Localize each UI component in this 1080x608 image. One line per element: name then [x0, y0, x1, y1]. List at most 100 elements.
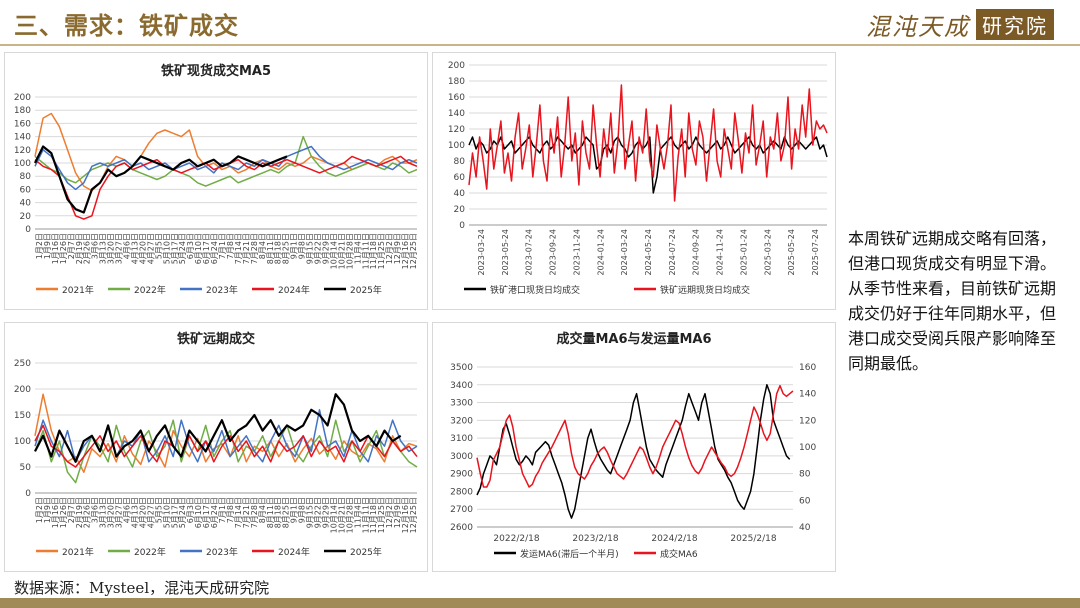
x-tick-label: 2月19日 — [75, 497, 84, 528]
y-tick-label: 40 — [20, 199, 32, 209]
x-tick-label: 7月8日 — [226, 233, 235, 259]
x-tick-label: 2025-05-24 — [787, 229, 796, 276]
x-tick-label: 1月16日 — [51, 497, 60, 528]
x-tick-label: 9月8日 — [298, 233, 307, 259]
y2-tick-label: 160 — [799, 363, 816, 373]
series-line-1 — [34, 419, 418, 484]
x-tick-label: 5月24日 — [178, 233, 187, 264]
x-tick-label: 2023/2/18 — [572, 534, 618, 544]
logo-text: 混沌天成 — [866, 12, 970, 41]
logo-box: 研究院 — [976, 8, 1054, 40]
y2-tick-label: 40 — [799, 523, 811, 533]
y-tick-label: 3200 — [450, 416, 473, 426]
x-tick-label: 4月20日 — [138, 497, 147, 528]
x-tick-label: 4月13日 — [130, 233, 139, 264]
y-tick-label: 2700 — [450, 505, 473, 515]
y-tick-label: 20 — [20, 212, 32, 222]
y-tick-label: 0 — [25, 225, 31, 235]
chart-panel-daily-avg: 0 20 40 60 80 100 120 140 160 180 200 2023-03-24 202… — [432, 52, 836, 310]
legend-label: 2025年 — [350, 546, 382, 558]
brand-logo: 混沌天成 研究院 — [866, 8, 1054, 41]
x-tick-label: 11月11日 — [361, 233, 370, 269]
y-tick-label: 140 — [14, 133, 31, 143]
x-tick-label: 2月7日 — [67, 497, 76, 523]
legend-label: 2025年 — [350, 284, 382, 296]
y-tick-label: 50 — [20, 463, 32, 473]
x-tick-label: 2024-03-24 — [620, 229, 629, 276]
x-tick-label: 1月26日 — [59, 233, 68, 264]
x-tick-label: 2024-05-24 — [644, 229, 653, 276]
x-tick-label: 10月28日 — [345, 497, 354, 533]
y-tick-label: 20 — [454, 205, 466, 215]
x-tick-label: 10月28日 — [345, 233, 354, 269]
x-tick-label: 12月16日 — [401, 497, 410, 533]
x-tick-label: 7月1日 — [218, 233, 227, 259]
legend-label: 2022年 — [134, 284, 166, 296]
y-tick-label: 0 — [25, 489, 31, 499]
x-tick-label: 9月1日 — [290, 233, 299, 259]
y-tick-label: 2900 — [450, 470, 473, 480]
x-tick-label: 12月9日 — [393, 497, 402, 528]
y-tick-label: 40 — [454, 189, 466, 199]
y-tick-label: 0 — [459, 221, 465, 231]
x-tick-label: 1月2日 — [35, 233, 44, 259]
series-line-1 — [468, 84, 828, 202]
series-line-0 — [34, 393, 418, 473]
x-tick-label: 3月27日 — [115, 233, 124, 264]
x-tick-label: 2025-03-24 — [763, 229, 772, 276]
x-tick-label: 2月7日 — [67, 233, 76, 259]
y-tick-label: 2800 — [450, 487, 473, 497]
x-tick-label: 2024-09-24 — [692, 229, 701, 276]
y-tick-label: 100 — [448, 141, 465, 151]
page-title: 三、需求：铁矿成交 — [14, 11, 239, 40]
x-tick-label: 3月27日 — [115, 497, 124, 528]
x-tick-label: 12月25日 — [409, 497, 418, 533]
x-tick-label: 5月24日 — [178, 497, 187, 528]
x-tick-label: 9月29日 — [321, 497, 330, 528]
x-tick-label: 1月9日 — [43, 497, 52, 523]
footer-bar — [0, 598, 1080, 608]
legend-label: 2022年 — [134, 546, 166, 558]
x-tick-label: 8月25日 — [282, 233, 291, 264]
x-tick-label: 8月18日 — [274, 233, 283, 264]
x-tick-label: 8月11日 — [266, 233, 275, 264]
x-tick-label: 11月25日 — [377, 233, 386, 269]
y-tick-label: 3400 — [450, 381, 473, 391]
x-tick-label: 9月15日 — [306, 233, 315, 264]
x-tick-label: 5月17日 — [170, 497, 179, 528]
x-tick-label: 9月8日 — [298, 497, 307, 523]
x-tick-label: 2月19日 — [75, 233, 84, 264]
x-tick-label: 5月5日 — [154, 497, 163, 523]
x-tick-label: 6月17日 — [202, 497, 211, 528]
x-tick-label: 6月24日 — [210, 497, 219, 528]
x-tick-label: 3月13日 — [99, 233, 108, 264]
x-tick-label: 7月14日 — [234, 233, 243, 264]
x-tick-label: 4月6日 — [123, 497, 132, 523]
y-tick-label: 3500 — [450, 363, 473, 373]
y-tick-label: 3300 — [450, 399, 473, 409]
x-tick-label: 4月27日 — [146, 233, 155, 264]
x-tick-label: 5月5日 — [154, 233, 163, 259]
x-tick-label: 2023-03-24 — [477, 229, 486, 276]
y-tick-label: 180 — [448, 77, 465, 87]
x-tick-label: 4月6日 — [123, 233, 132, 259]
chart-title: 铁矿远期成交 — [176, 331, 255, 347]
x-tick-label: 3月20日 — [107, 497, 116, 528]
x-tick-label: 12月9日 — [393, 233, 402, 264]
x-tick-label: 12月2日 — [385, 233, 394, 264]
y-tick-label: 2600 — [450, 523, 473, 533]
y2-tick-label: 120 — [799, 416, 816, 426]
x-tick-label: 11月4日 — [353, 497, 362, 528]
y-tick-label: 200 — [448, 61, 465, 71]
x-tick-label: 3月6日 — [91, 497, 100, 523]
x-tick-label: 12月25日 — [409, 233, 418, 269]
series-line-1 — [34, 135, 418, 187]
x-tick-label: 10月14日 — [329, 233, 338, 269]
x-tick-label: 9月22日 — [314, 233, 323, 264]
header-divider — [0, 44, 1080, 46]
x-tick-label: 7月8日 — [226, 497, 235, 523]
x-tick-label: 7月28日 — [250, 233, 259, 264]
x-tick-label: 6月3日 — [186, 497, 195, 523]
x-tick-label: 2023-05-24 — [501, 229, 510, 276]
x-tick-label: 7月14日 — [234, 497, 243, 528]
